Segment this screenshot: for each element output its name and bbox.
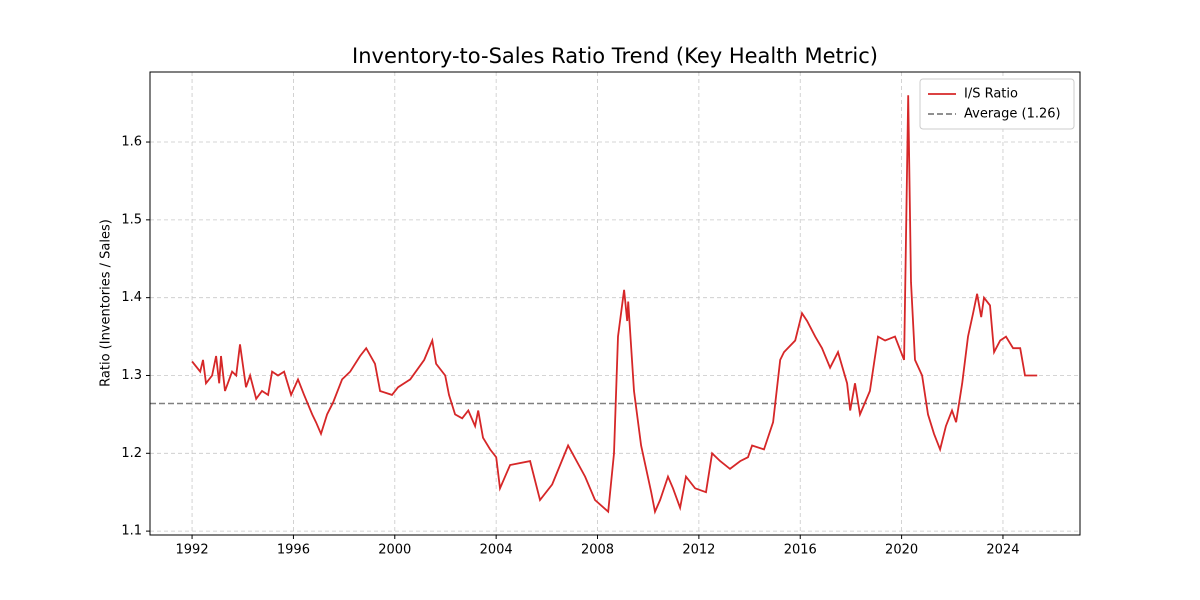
plot-frame [149, 71, 1081, 536]
data-line [191, 95, 1038, 515]
y-tick-label: 1.2 [121, 446, 142, 461]
legend-box [919, 78, 1075, 130]
x-tick-label: 2016 [784, 543, 817, 558]
x-tick-label: 1992 [176, 543, 209, 558]
x-tick-label: 2024 [986, 543, 1019, 558]
y-tick-label: 1.3 [121, 368, 142, 383]
legend-label: Average (1.26) [964, 107, 1061, 122]
y-tick-label: 1.1 [121, 524, 142, 539]
y-tick-label: 1.6 [121, 135, 142, 150]
chart-title: Inventory-to-Sales Ratio Trend (Key Heal… [352, 44, 878, 68]
x-tick-label: 1996 [277, 543, 310, 558]
x-tick-label: 2012 [682, 543, 715, 558]
x-tick-label: 2020 [885, 543, 918, 558]
x-tick-label: 2004 [480, 543, 513, 558]
y-axis-label: Ratio (Inventories / Sales) [99, 219, 114, 387]
x-tick-label: 2000 [378, 543, 411, 558]
y-tick-label: 1.4 [121, 290, 142, 305]
x-tick-label: 2008 [581, 543, 614, 558]
legend-label: I/S Ratio [964, 87, 1018, 102]
y-tick-label: 1.5 [121, 212, 142, 227]
